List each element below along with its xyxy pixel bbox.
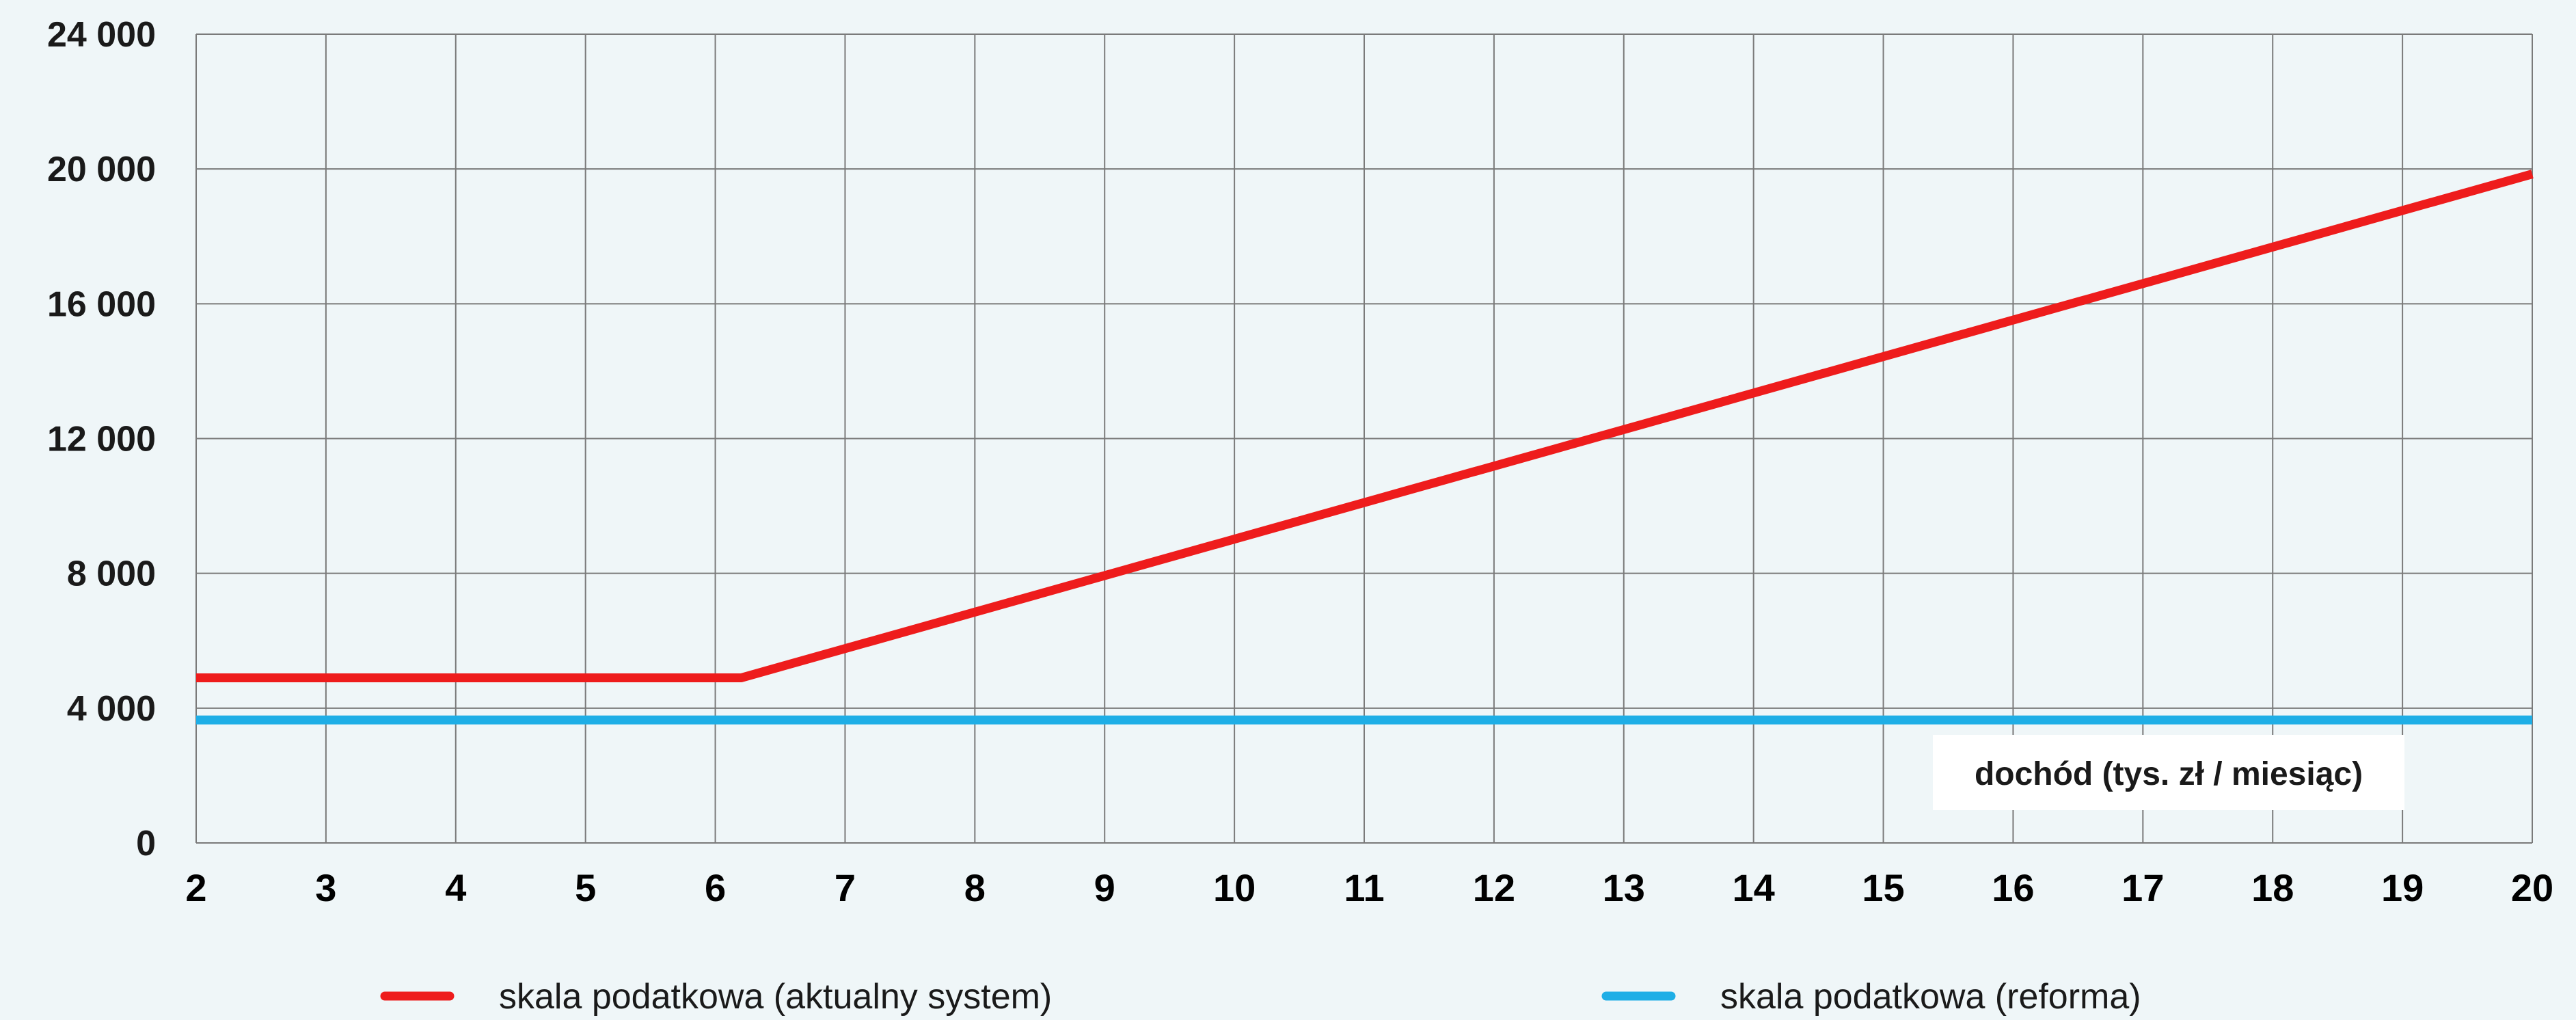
x-tick-label: 8 bbox=[964, 866, 986, 909]
y-tick-label: 12 000 bbox=[47, 420, 156, 459]
x-tick-label: 12 bbox=[1473, 866, 1515, 909]
y-tick-label: 20 000 bbox=[47, 150, 156, 189]
x-tick-label: 16 bbox=[1992, 866, 2034, 909]
y-tick-label: 4 000 bbox=[67, 689, 156, 729]
y-tick-label: 24 000 bbox=[47, 15, 156, 55]
x-axis-label: dochód (tys. zł / miesiąc) bbox=[1975, 756, 2363, 792]
y-tick-label: 0 bbox=[136, 824, 156, 863]
x-tick-label: 9 bbox=[1094, 866, 1115, 909]
x-tick-label: 20 bbox=[2511, 866, 2553, 909]
y-tick-label: 16 000 bbox=[47, 284, 156, 324]
x-tick-label: 18 bbox=[2251, 866, 2294, 909]
x-tick-label: 6 bbox=[705, 866, 726, 909]
legend-label-2: skala podatkowa (reforma) bbox=[1720, 977, 2141, 1017]
x-tick-label: 10 bbox=[1213, 866, 1256, 909]
x-tick-label: 2 bbox=[185, 866, 206, 909]
series-layer bbox=[196, 170, 2534, 725]
x-tick-label: 4 bbox=[445, 866, 466, 909]
x-tick-label: 15 bbox=[1862, 866, 1904, 909]
legend-label-1: skala podatkowa (aktualny system) bbox=[499, 977, 1052, 1017]
x-tick-label: 3 bbox=[315, 866, 336, 909]
series-line-1 bbox=[196, 170, 2534, 682]
x-axis-label-box: dochód (tys. zł / miesiąc) bbox=[1933, 735, 2404, 810]
x-axis-label-background bbox=[1933, 735, 2404, 810]
x-tick-label: 14 bbox=[1733, 866, 1775, 909]
x-tick-label: 17 bbox=[2121, 866, 2164, 909]
x-axis-ticks: 2 3 4 5 6 7 8 9 10 11 12 13 14 15 16 17 18 19 20 bbox=[185, 866, 2553, 909]
legend: skala podatkowa (aktualny system) skala p… bbox=[380, 977, 2141, 1017]
x-tick-label: 13 bbox=[1603, 866, 1645, 909]
x-tick-label: 7 bbox=[835, 866, 856, 909]
x-tick-label: 19 bbox=[2381, 866, 2424, 909]
x-tick-label: 11 bbox=[1344, 866, 1384, 909]
x-tick-label: 5 bbox=[575, 866, 596, 909]
y-axis-ticks: 0 4 000 8 000 12 000 16 000 20 000 24 000 bbox=[47, 15, 156, 863]
grid bbox=[195, 33, 2533, 844]
y-tick-label: 8 000 bbox=[67, 554, 156, 594]
